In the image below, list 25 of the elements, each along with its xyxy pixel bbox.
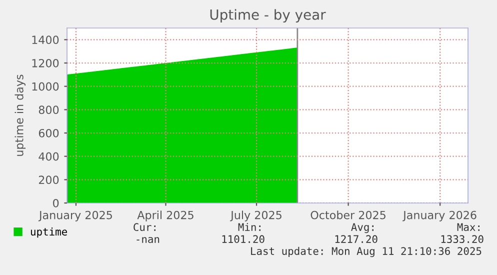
- x-tick-label: January 2026: [402, 210, 476, 222]
- text: Last update: Mon Aug 11 21:10:36 2025: [251, 246, 482, 258]
- text: Max:: [457, 223, 480, 232]
- y-tick-label: 600: [38, 128, 59, 138]
- y-tick-label: 800: [38, 106, 59, 114]
- text: Cur:: [134, 223, 156, 232]
- y-tick-label: 1400: [32, 36, 59, 44]
- chart-title: Uptime - by year: [210, 9, 326, 23]
- text: Min:: [238, 222, 260, 231]
- text: 1333.20: [441, 235, 484, 244]
- legend-label: uptime: [30, 228, 68, 238]
- y-tick-label: 400: [38, 152, 59, 161]
- text: Avg:: [351, 223, 374, 234]
- y-tick-label: 1000: [32, 82, 59, 91]
- y-tick-label: 200: [38, 176, 59, 184]
- text: -nan: [136, 237, 160, 244]
- text: 1217.20: [335, 235, 378, 244]
- x-tick-label: January 2025: [38, 210, 112, 222]
- x-tick-label: April 2025: [137, 210, 194, 222]
- x-tick-label: July 2025: [230, 210, 282, 222]
- text: 1101.20: [222, 235, 264, 244]
- x-tick-label: October 2025: [310, 210, 386, 220]
- y-tick-label: 0: [53, 198, 59, 208]
- y-axis-title: uptime in days: [14, 74, 26, 156]
- y-tick-label: 1200: [32, 58, 59, 68]
